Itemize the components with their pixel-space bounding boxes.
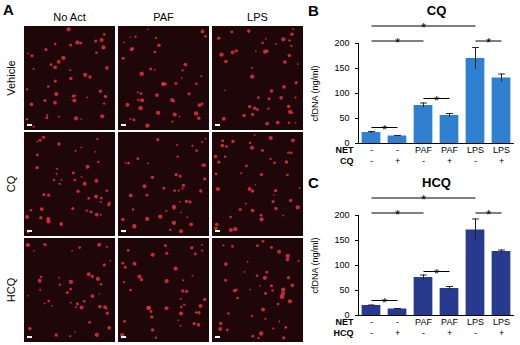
svg-text:0: 0 xyxy=(344,138,350,149)
svg-text:CQ: CQ xyxy=(340,156,354,166)
svg-text:150: 150 xyxy=(334,63,349,73)
svg-text:*: * xyxy=(421,20,426,35)
svg-text:Vehicle: Vehicle xyxy=(5,60,17,95)
svg-text:-: - xyxy=(396,317,399,327)
svg-text:PAF: PAF xyxy=(441,145,458,155)
svg-text:*: * xyxy=(434,93,439,108)
svg-text:LPS: LPS xyxy=(247,11,268,23)
svg-text:HCQ: HCQ xyxy=(5,277,17,302)
svg-text:+: + xyxy=(447,328,452,338)
svg-text:-: - xyxy=(370,156,373,166)
svg-text:LPS: LPS xyxy=(493,317,510,327)
svg-text:-: - xyxy=(422,156,425,166)
svg-text:100: 100 xyxy=(334,88,349,98)
svg-text:LPS: LPS xyxy=(467,317,484,327)
svg-text:PAF: PAF xyxy=(415,145,432,155)
svg-text:cfDNA (ng/ml): cfDNA (ng/ml) xyxy=(310,237,320,293)
svg-text:100: 100 xyxy=(334,260,349,270)
svg-text:+: + xyxy=(447,156,452,166)
svg-text:*: * xyxy=(395,35,400,50)
svg-text:PAF: PAF xyxy=(415,317,432,327)
svg-text:A: A xyxy=(3,1,14,18)
svg-text:+: + xyxy=(395,328,400,338)
html-text:B: B xyxy=(308,2,319,19)
svg-text:-: - xyxy=(370,317,373,327)
svg-text:CQ: CQ xyxy=(5,175,17,192)
svg-text:50: 50 xyxy=(339,285,349,295)
svg-text:PAF: PAF xyxy=(153,11,174,23)
svg-text:-: - xyxy=(422,328,425,338)
svg-text:HCQ: HCQ xyxy=(334,328,354,338)
svg-text:HCQ: HCQ xyxy=(422,175,451,190)
svg-text:200: 200 xyxy=(334,210,349,220)
svg-text:0: 0 xyxy=(344,310,350,321)
svg-text:*: * xyxy=(421,192,426,207)
svg-text:*: * xyxy=(434,266,439,281)
svg-text:-: - xyxy=(370,328,373,338)
svg-text:*: * xyxy=(382,122,387,137)
svg-text:150: 150 xyxy=(334,235,349,245)
svg-text:NET: NET xyxy=(336,317,355,327)
svg-text:-: - xyxy=(396,145,399,155)
svg-text:-: - xyxy=(474,328,477,338)
svg-text:NET: NET xyxy=(336,145,355,155)
svg-text:LPS: LPS xyxy=(467,145,484,155)
svg-text:cfDNA (ng/ml): cfDNA (ng/ml) xyxy=(310,65,320,121)
svg-text:-: - xyxy=(370,145,373,155)
svg-text:*: * xyxy=(486,207,491,222)
svg-text:-: - xyxy=(474,156,477,166)
svg-text:+: + xyxy=(499,156,504,166)
svg-text:+: + xyxy=(499,328,504,338)
svg-text:PAF: PAF xyxy=(441,317,458,327)
svg-text:50: 50 xyxy=(339,113,349,123)
svg-text:CQ: CQ xyxy=(427,3,447,18)
svg-text:No Act: No Act xyxy=(53,11,85,23)
html-text:C: C xyxy=(308,174,319,191)
svg-text:200: 200 xyxy=(334,38,349,48)
svg-text:*: * xyxy=(382,295,387,310)
svg-text:+: + xyxy=(395,156,400,166)
svg-text:*: * xyxy=(395,207,400,222)
svg-text:*: * xyxy=(486,35,491,50)
svg-text:LPS: LPS xyxy=(493,145,510,155)
